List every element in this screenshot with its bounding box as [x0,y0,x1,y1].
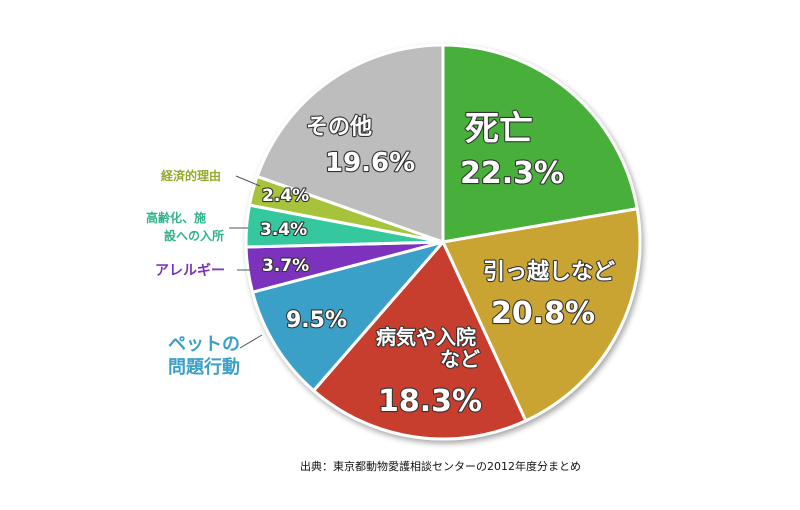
slice-label-illness-line1: 病気や入院 [376,325,476,349]
slice-label-moving: 引っ越しなど [483,260,615,285]
pie-slice-1 [441,207,642,423]
pie-slices [244,43,642,441]
leader-line-economic [235,175,261,187]
slice-label-other: その他 [306,115,372,140]
slice-value-allergy: 3.7% [262,256,309,276]
slice-label-illness-line2: など [440,347,480,371]
slice-value-illness: 18.3% [378,384,482,419]
slice-value-other: 19.6% [325,148,415,178]
slice-value-moving: 20.8% [491,296,595,331]
pie-slice-3 [251,240,445,393]
slice-label-elderly-line2: 設への入所 [164,228,224,243]
pie-slice-7 [255,43,445,244]
source-note: 出典：東京都動物愛護相談センターの2012年度分まとめ [300,460,581,473]
slice-label-allergy: アレルギー [155,262,225,279]
slice-label-behavior-line1: ペットの [168,334,240,355]
pie-slice-0 [441,43,639,244]
leader-line-behavior [239,334,263,349]
slice-value-behavior: 9.5% [286,308,347,333]
slice-label-economic: 経済的理由 [161,168,221,183]
slice-value-death: 22.3% [460,156,564,191]
slice-label-elderly-line1: 高齢化、施 [146,210,206,225]
slice-label-death: 死亡 [465,109,533,149]
slice-value-elderly: 3.4% [260,220,307,240]
pie-slice-2 [312,240,528,441]
slice-label-behavior-line2: 問題行動 [168,356,240,378]
slice-value-economic: 2.4% [262,186,309,206]
